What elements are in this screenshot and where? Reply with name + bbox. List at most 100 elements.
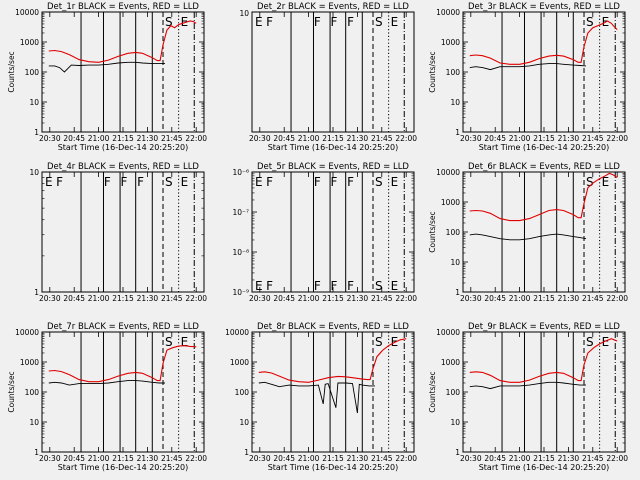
x-tick-label: 20:30 xyxy=(249,134,271,143)
flag-label: F xyxy=(314,175,321,189)
flag-label: E xyxy=(181,175,189,189)
x-axis-label: Start Time (16-Dec-14 20:25:20) xyxy=(479,463,610,472)
chart-title: Det_2r BLACK = Events, RED = LLD xyxy=(257,2,409,12)
y-axis-label: Counts/sec xyxy=(428,211,437,252)
events-series-line xyxy=(258,381,375,414)
chart-panel: Det_4r BLACK = Events, RED = LLD 1 10 20:30… xyxy=(29,162,207,303)
plot-frame xyxy=(462,331,626,453)
y-tick-label: 1000 xyxy=(20,358,39,367)
x-tick-label: 21:45 xyxy=(371,294,393,303)
y-tick-label: 100 xyxy=(446,68,461,77)
flag-label: S xyxy=(165,15,173,29)
plot-frame xyxy=(251,171,415,293)
lld-series-line xyxy=(469,20,618,65)
y-tick-label: 1 xyxy=(455,128,460,137)
lld-series-line xyxy=(469,172,618,222)
flag-label: F xyxy=(314,279,321,293)
chart-title: Det_6r BLACK = Events, RED = LLD xyxy=(468,162,620,172)
flag-label: F xyxy=(266,175,273,189)
x-tick-label: 22:00 xyxy=(395,294,417,303)
y-tick-label: 10 xyxy=(450,258,460,267)
plot-frame xyxy=(41,331,205,453)
y-axis-label: Counts/sec xyxy=(428,51,437,92)
flag-label: S xyxy=(586,335,594,349)
x-tick-label: 21:15 xyxy=(112,294,134,303)
y-tick-label: 1 xyxy=(34,128,39,137)
plot-frame xyxy=(251,11,415,133)
x-tick-label: 20:45 xyxy=(273,294,295,303)
flag-label: S xyxy=(586,15,594,29)
y-tick-label: 10 xyxy=(450,98,460,107)
y-tick-label: 10000 xyxy=(436,168,460,177)
x-tick-label: 20:30 xyxy=(39,454,61,463)
flag-label: F xyxy=(347,279,354,293)
y-tick-label: 100 xyxy=(25,388,40,397)
x-tick-label: 20:30 xyxy=(460,454,482,463)
x-tick-label: 20:30 xyxy=(460,134,482,143)
y-tick-label: 10000 xyxy=(436,8,460,17)
x-tick-label: 21:00 xyxy=(509,454,531,463)
flag-label: S xyxy=(586,175,594,189)
x-tick-label: 21:15 xyxy=(533,454,555,463)
y-tick-label: 10000 xyxy=(15,8,39,17)
events-series-line xyxy=(469,381,586,390)
flag-label: F xyxy=(266,279,273,293)
chart-panel: Det_9r BLACK = Events, RED = LLD 1 10 100 10… xyxy=(428,322,628,472)
y-tick-label: 1 xyxy=(455,448,460,457)
x-tick-label: 21:00 xyxy=(88,134,110,143)
y-tick-label: 1000 xyxy=(230,358,249,367)
y-tick-label: 1 xyxy=(34,288,39,297)
x-tick-label: 21:45 xyxy=(582,454,604,463)
flag-label: E xyxy=(255,15,263,29)
chart-title: Det_9r BLACK = Events, RED = LLD xyxy=(468,322,620,332)
lld-series-line xyxy=(48,345,197,383)
plot-frame xyxy=(462,171,626,293)
x-tick-label: 20:45 xyxy=(273,454,295,463)
x-tick-label: 20:30 xyxy=(460,294,482,303)
flag-label: E xyxy=(391,175,399,189)
y-tick-label: 10⁻⁸ xyxy=(232,248,249,257)
y-axis-label: Counts/sec xyxy=(428,371,437,412)
x-tick-label: 21:30 xyxy=(137,294,159,303)
chart-title: Det_5r BLACK = Events, RED = LLD xyxy=(257,162,409,172)
x-tick-label: 21:45 xyxy=(161,134,183,143)
plot-frame xyxy=(41,11,205,133)
x-tick-label: 21:30 xyxy=(347,294,369,303)
lld-series-line xyxy=(48,20,197,63)
y-axis-label: Counts/sec xyxy=(7,371,16,412)
x-tick-label: 21:45 xyxy=(582,134,604,143)
x-tick-label: 21:30 xyxy=(137,454,159,463)
flag-label: E xyxy=(602,335,610,349)
flag-label: F xyxy=(331,15,338,29)
flag-label: S xyxy=(375,335,383,349)
x-tick-label: 21:00 xyxy=(509,294,531,303)
plot-frame xyxy=(41,171,205,293)
x-tick-label: 21:30 xyxy=(347,454,369,463)
y-tick-label: 10000 xyxy=(225,328,249,337)
x-tick-label: 21:45 xyxy=(161,454,183,463)
y-tick-label: 10 xyxy=(29,418,39,427)
flag-label: F xyxy=(314,15,321,29)
y-tick-label: 1000 xyxy=(441,38,460,47)
x-tick-label: 22:00 xyxy=(606,134,628,143)
x-tick-label: 21:00 xyxy=(298,454,320,463)
flag-label: E xyxy=(45,175,53,189)
x-tick-label: 22:00 xyxy=(185,294,207,303)
x-tick-label: 21:45 xyxy=(371,454,393,463)
chart-panel: Det_8r BLACK = Events, RED = LLD 1 10 100 10… xyxy=(225,322,417,472)
y-tick-label: 100 xyxy=(446,228,461,237)
x-tick-label: 20:45 xyxy=(63,134,85,143)
lld-series-line xyxy=(469,338,618,383)
plot-frame xyxy=(462,11,626,133)
y-tick-label: 10⁻⁹ xyxy=(232,288,249,297)
chart-panel: Det_7r BLACK = Events, RED = LLD 1 10 100 10… xyxy=(7,322,207,472)
flag-label: F xyxy=(137,175,144,189)
x-tick-label: 21:45 xyxy=(371,134,393,143)
flag-label: F xyxy=(331,175,338,189)
lld-series-line xyxy=(258,338,407,383)
flag-label: S xyxy=(375,15,383,29)
x-tick-label: 20:45 xyxy=(273,134,295,143)
x-tick-label: 21:15 xyxy=(112,134,134,143)
x-tick-label: 20:30 xyxy=(249,294,271,303)
